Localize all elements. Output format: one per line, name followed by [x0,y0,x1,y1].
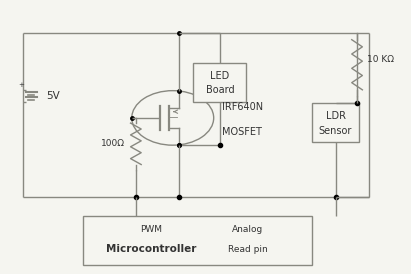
Text: 5V: 5V [46,91,60,101]
Bar [193,63,247,102]
Text: Analog: Analog [232,225,263,234]
Bar [312,103,359,142]
Text: 100Ω: 100Ω [102,139,125,148]
Text: PWM: PWM [141,225,162,234]
Text: MOSFET: MOSFET [222,127,262,136]
Text: Read pin: Read pin [228,245,268,254]
Text: Sensor: Sensor [319,125,352,136]
Text: 10 KΩ: 10 KΩ [367,55,394,64]
Text: Microcontroller: Microcontroller [106,244,196,255]
Bar [83,216,312,265]
Text: +: + [18,82,24,88]
Text: LDR: LDR [326,111,346,121]
Text: IRF640N: IRF640N [222,102,263,112]
Text: LED: LED [210,71,229,81]
Text: Board: Board [206,85,234,95]
